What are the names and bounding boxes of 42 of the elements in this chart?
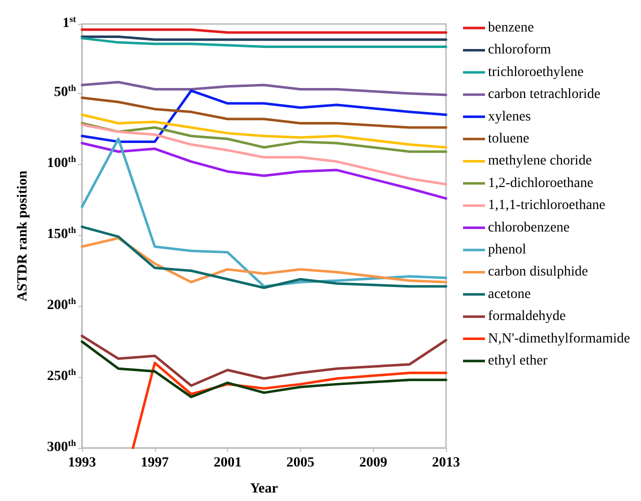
line-series (80, 89, 448, 143)
legend-label: benzene (488, 20, 534, 36)
x-tick-label: 2001 (214, 456, 242, 470)
line-series (80, 142, 448, 200)
x-axis-title: Year (250, 482, 278, 496)
legend-label: 1,2-dichloroethane (488, 176, 594, 191)
line-series (80, 114, 448, 149)
line-series (80, 340, 448, 398)
line-series (80, 80, 448, 96)
x-tick-label: 1997 (140, 456, 169, 470)
legend-label: chlorobenzene (488, 220, 570, 236)
y-tick-label: 100$^{th}$ (46, 154, 76, 172)
legend-label: N,N'-dimethylformamide (488, 331, 630, 346)
y-tick-label: 200$^{th}$ (46, 296, 76, 314)
y-tick-label: 50$^{th}$ (54, 83, 76, 100)
x-tick-label: 2013 (432, 456, 460, 470)
legend-label: carbon tetrachloride (488, 87, 600, 102)
legend-label: formaldehyde (488, 309, 566, 324)
y-tick-label: 300$^{th}$ (46, 438, 76, 455)
y-axis-title: ASTDR rank position (16, 170, 30, 302)
line-series (80, 96, 448, 129)
legend-label: toluene (488, 132, 530, 146)
x-tick-label: 1993 (68, 456, 96, 470)
y-tick-label: 1$^{st}$ (62, 14, 76, 31)
legend-label: acetone (488, 286, 531, 302)
legend-label: xylenes (488, 109, 531, 124)
legend-label: 1,1,1-trichloroethane (488, 198, 606, 214)
y-tick-label: 250$^{th}$ (46, 367, 76, 384)
y-tick-label: 150$^{th}$ (46, 225, 76, 242)
line-series (80, 123, 448, 186)
x-tick-label: 2005 (286, 456, 314, 470)
line-series (80, 334, 448, 387)
line-series (80, 36, 448, 48)
legend-label: ethyl ether (488, 354, 548, 368)
line-series (80, 226, 448, 290)
x-tick-label: 2009 (359, 456, 388, 470)
legend-label: carbon disulphide (488, 264, 588, 280)
legend-label: phenol (488, 242, 526, 258)
legend-label: methylene choride (488, 154, 592, 169)
line-series (80, 236, 448, 284)
legend-label: chloroform (488, 42, 552, 58)
legend-label: trichloroethylene (488, 64, 584, 80)
